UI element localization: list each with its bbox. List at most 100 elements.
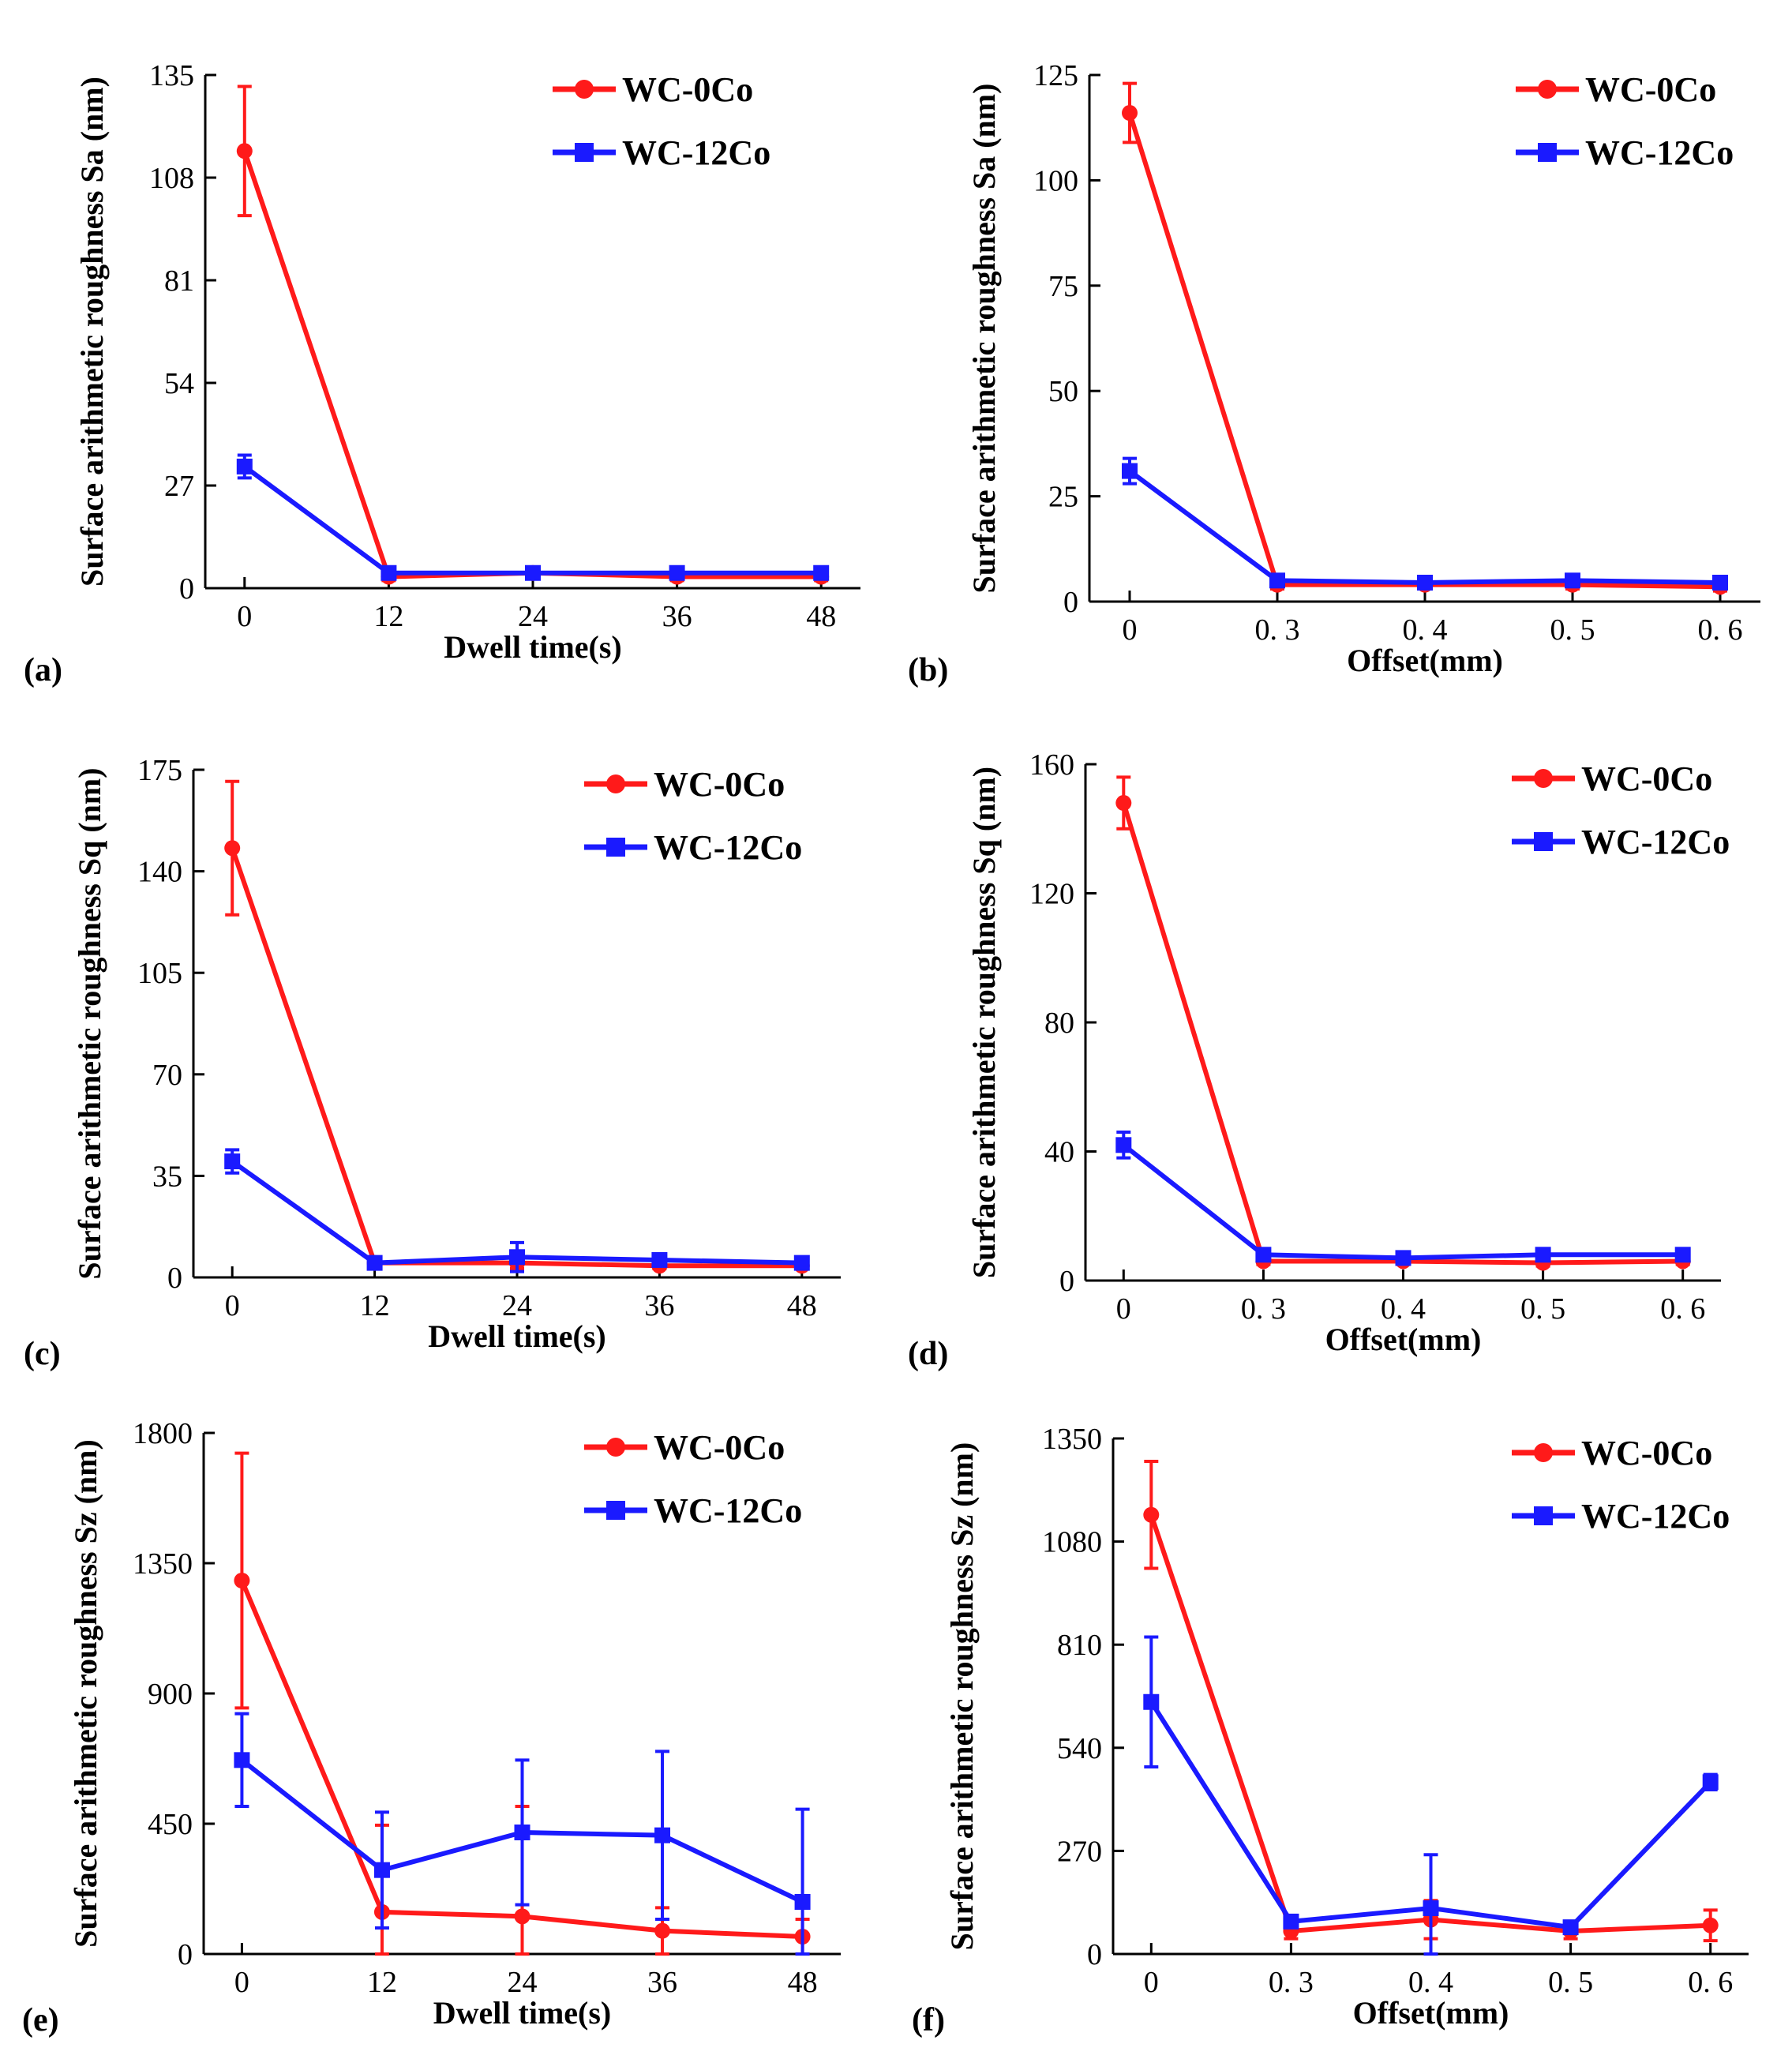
- legend-label: WC-0Co: [1585, 70, 1716, 109]
- x-tick-label: 0. 4: [1381, 1292, 1426, 1326]
- x-tick-label: 0. 4: [1408, 1966, 1453, 1999]
- x-tick-label: 24: [502, 1289, 532, 1322]
- data-point: [381, 564, 397, 581]
- series-line-wc-0co: [242, 150, 822, 579]
- x-tick-label: 48: [788, 1966, 818, 1999]
- y-tick-label: 120: [1029, 878, 1074, 911]
- legend-label: WC-0Co: [654, 1428, 785, 1467]
- chart-panel-3: 0 35 70 105 140 175 0 12 24 36 48 Dwell time(s) Surf…: [24, 754, 841, 1372]
- data-point: [509, 1249, 525, 1266]
- legend-marker: [575, 80, 594, 99]
- y-tick-label: 100: [1033, 164, 1078, 197]
- x-tick-label: 0: [1144, 1966, 1159, 1999]
- y-tick-label: 108: [149, 162, 194, 195]
- panel-label: (c): [24, 1336, 61, 1372]
- x-tick-label: 36: [644, 1289, 674, 1322]
- legend-marker: [606, 774, 625, 793]
- y-tick-label: 105: [137, 957, 182, 990]
- panel-label: (d): [908, 1336, 948, 1372]
- data-point: [1122, 463, 1138, 479]
- y-tick-label: 0: [1087, 1938, 1102, 1971]
- x-tick-label: 36: [647, 1966, 677, 1999]
- y-tick-label: 540: [1057, 1732, 1102, 1765]
- y-tick-label: 135: [149, 59, 194, 92]
- x-tick-label: 0. 4: [1403, 613, 1448, 647]
- data-point: [1395, 1250, 1411, 1266]
- y-tick-label: 0: [179, 572, 194, 606]
- x-tick-label: 12: [360, 1289, 390, 1322]
- x-tick-label: 12: [373, 600, 403, 633]
- data-point: [1417, 574, 1433, 591]
- series-line-wc-0co: [1127, 112, 1721, 590]
- data-point: [1143, 1506, 1160, 1523]
- y-tick-label: 810: [1057, 1629, 1102, 1662]
- data-point: [654, 1922, 671, 1939]
- y-tick-label: 1080: [1042, 1526, 1102, 1559]
- data-point: [236, 458, 253, 474]
- data-point: [224, 1153, 241, 1170]
- y-tick-label: 0: [178, 1938, 193, 1971]
- x-tick-label: 0. 6: [1660, 1292, 1705, 1326]
- y-axis-label: Surface arithmetic roughness Sa (nm): [966, 84, 1002, 594]
- series-line-wc-12co: [1128, 469, 1721, 585]
- x-tick-label: 0. 6: [1688, 1966, 1733, 1999]
- y-tick-label: 175: [137, 754, 182, 787]
- chart-panel-2: 0 25 50 75 100 125 0 0. 3 0. 4 0. 5 0. 6 Offset(mm)…: [908, 59, 1760, 688]
- data-point: [813, 564, 830, 581]
- y-tick-label: 1350: [1042, 1423, 1102, 1456]
- data-point: [669, 564, 685, 581]
- legend-label: WC-0Co: [1581, 1434, 1712, 1472]
- x-tick-label: 0. 5: [1548, 1966, 1593, 1999]
- y-tick-label: 80: [1044, 1007, 1074, 1040]
- series-line-wc-12co: [1122, 1142, 1683, 1261]
- legend-label: WC-0Co: [1581, 759, 1712, 798]
- y-tick-label: 35: [152, 1160, 182, 1193]
- y-tick-label: 40: [1044, 1136, 1074, 1169]
- y-tick-label: 0: [167, 1262, 182, 1295]
- y-tick-label: 27: [164, 470, 194, 503]
- chart-panel-4: 0 40 80 120 160 0 0. 3 0. 4 0. 5 0. 6 Offset(mm) Su…: [908, 748, 1730, 1372]
- legend-marker: [606, 1438, 625, 1457]
- x-tick-label: 0. 3: [1255, 613, 1300, 647]
- y-tick-label: 270: [1057, 1835, 1102, 1868]
- legend-marker: [606, 838, 625, 857]
- legend-label: WC-12Co: [622, 133, 770, 172]
- legend-label: WC-0Co: [622, 70, 753, 109]
- x-tick-label: 0: [237, 600, 252, 633]
- x-tick-label: 48: [787, 1289, 817, 1322]
- data-point: [224, 840, 241, 857]
- y-axis-label: Surface arithmetic roughness Sq (nm): [72, 767, 107, 1279]
- x-axis-label: Offset(mm): [1347, 643, 1503, 678]
- x-tick-label: 0: [234, 1966, 249, 1999]
- y-tick-label: 0: [1063, 586, 1078, 619]
- legend-marker: [1534, 1443, 1553, 1462]
- legend-label: WC-12Co: [1581, 823, 1730, 861]
- series-line-wc-12co: [243, 464, 822, 576]
- x-axis-label: Dwell time(s): [428, 1318, 605, 1354]
- data-point: [236, 143, 253, 159]
- x-axis-label: Dwell time(s): [433, 1995, 611, 2031]
- data-point: [1255, 1247, 1272, 1263]
- legend-marker: [1534, 832, 1553, 851]
- y-tick-label: 1800: [133, 1417, 193, 1450]
- panel-label: (b): [908, 652, 948, 688]
- legend-marker: [575, 143, 594, 162]
- x-axis-label: Dwell time(s): [444, 629, 621, 665]
- x-tick-label: 0: [225, 1289, 240, 1322]
- x-tick-label: 36: [662, 600, 692, 633]
- x-tick-label: 0: [1123, 613, 1138, 647]
- panel-label: (f): [912, 2002, 945, 2038]
- legend-marker: [1534, 1506, 1553, 1525]
- legend-label: WC-12Co: [1585, 133, 1734, 172]
- data-point: [1122, 105, 1138, 122]
- y-tick-label: 900: [148, 1678, 193, 1711]
- chart-panel-6: 0 270 540 810 1080 1350 0 0. 3 0. 4 0. 5 0. 6 Offse…: [912, 1423, 1749, 2038]
- y-tick-label: 140: [137, 856, 182, 889]
- x-axis-label: Offset(mm): [1325, 1322, 1482, 1357]
- data-point: [514, 1825, 530, 1840]
- x-tick-label: 0. 6: [1698, 613, 1743, 647]
- data-point: [1712, 574, 1728, 591]
- data-point: [654, 1827, 671, 1843]
- data-point: [794, 1894, 811, 1910]
